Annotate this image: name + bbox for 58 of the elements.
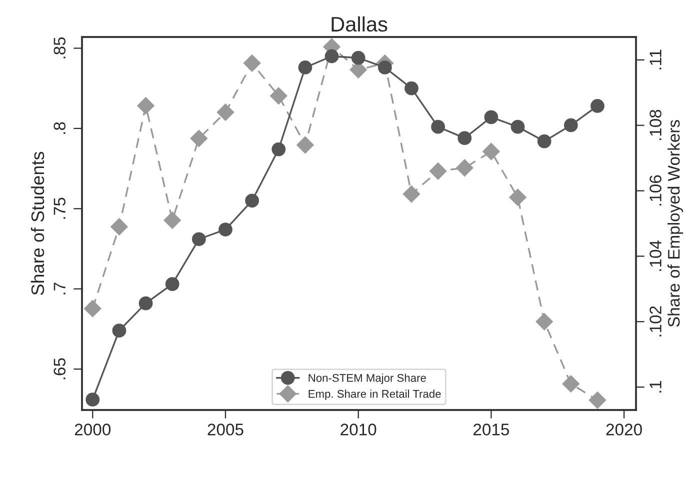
x-tick-label: 2000 (74, 424, 111, 436)
point (110, 218, 128, 236)
point (218, 222, 232, 236)
point (216, 104, 234, 121)
point (431, 120, 445, 134)
point (272, 142, 286, 156)
point (190, 130, 208, 147)
point (244, 54, 261, 72)
point (590, 99, 604, 113)
y2-tick-label: .108 (650, 110, 662, 140)
y-tick-label: .8 (54, 122, 66, 134)
point (458, 131, 472, 146)
point (588, 392, 606, 409)
point (562, 375, 580, 392)
point (456, 159, 474, 176)
point (296, 136, 314, 154)
y2-axis-title: Share of Employed Workers (668, 120, 684, 327)
point (482, 142, 500, 160)
y2-tick-label: .11 (650, 50, 662, 70)
point (86, 392, 100, 407)
point (192, 232, 206, 246)
point (510, 120, 525, 134)
point (298, 60, 312, 74)
x-tick-label: 2010 (340, 424, 376, 436)
point (404, 81, 418, 96)
x-tick-label: 2015 (473, 424, 510, 436)
legend-label: Non-STEM Major Share (308, 374, 426, 384)
point (537, 134, 552, 148)
point (245, 194, 259, 208)
point (351, 50, 366, 65)
y-tick-label: .7 (54, 282, 66, 294)
point (536, 313, 553, 330)
y2-tick-label: .102 (650, 306, 662, 336)
point (509, 188, 526, 206)
point (378, 60, 392, 74)
y-tick-label: .65 (54, 358, 66, 380)
y2-tick-label: .1 (650, 380, 662, 393)
point (138, 296, 153, 310)
y2-tick-label: .104 (650, 240, 662, 271)
point (165, 277, 180, 292)
point (402, 186, 420, 203)
legend-label: Emp. Share in Retail Trade (308, 390, 441, 400)
point (84, 300, 102, 318)
x-tick-label: 2020 (606, 424, 642, 436)
point (484, 110, 498, 124)
y-tick-label: .85 (54, 37, 66, 58)
point (429, 162, 447, 180)
y-tick-label: .75 (54, 198, 66, 219)
point (164, 212, 181, 229)
x-tick-label: 2005 (208, 424, 244, 436)
point (270, 87, 288, 104)
point (324, 49, 339, 64)
point (112, 324, 126, 338)
point (137, 97, 154, 114)
y2-tick-label: .106 (650, 175, 662, 206)
point (564, 118, 578, 132)
chart-title: Dallas (332, 16, 388, 32)
y-axis-title: Share of Students (30, 152, 44, 295)
